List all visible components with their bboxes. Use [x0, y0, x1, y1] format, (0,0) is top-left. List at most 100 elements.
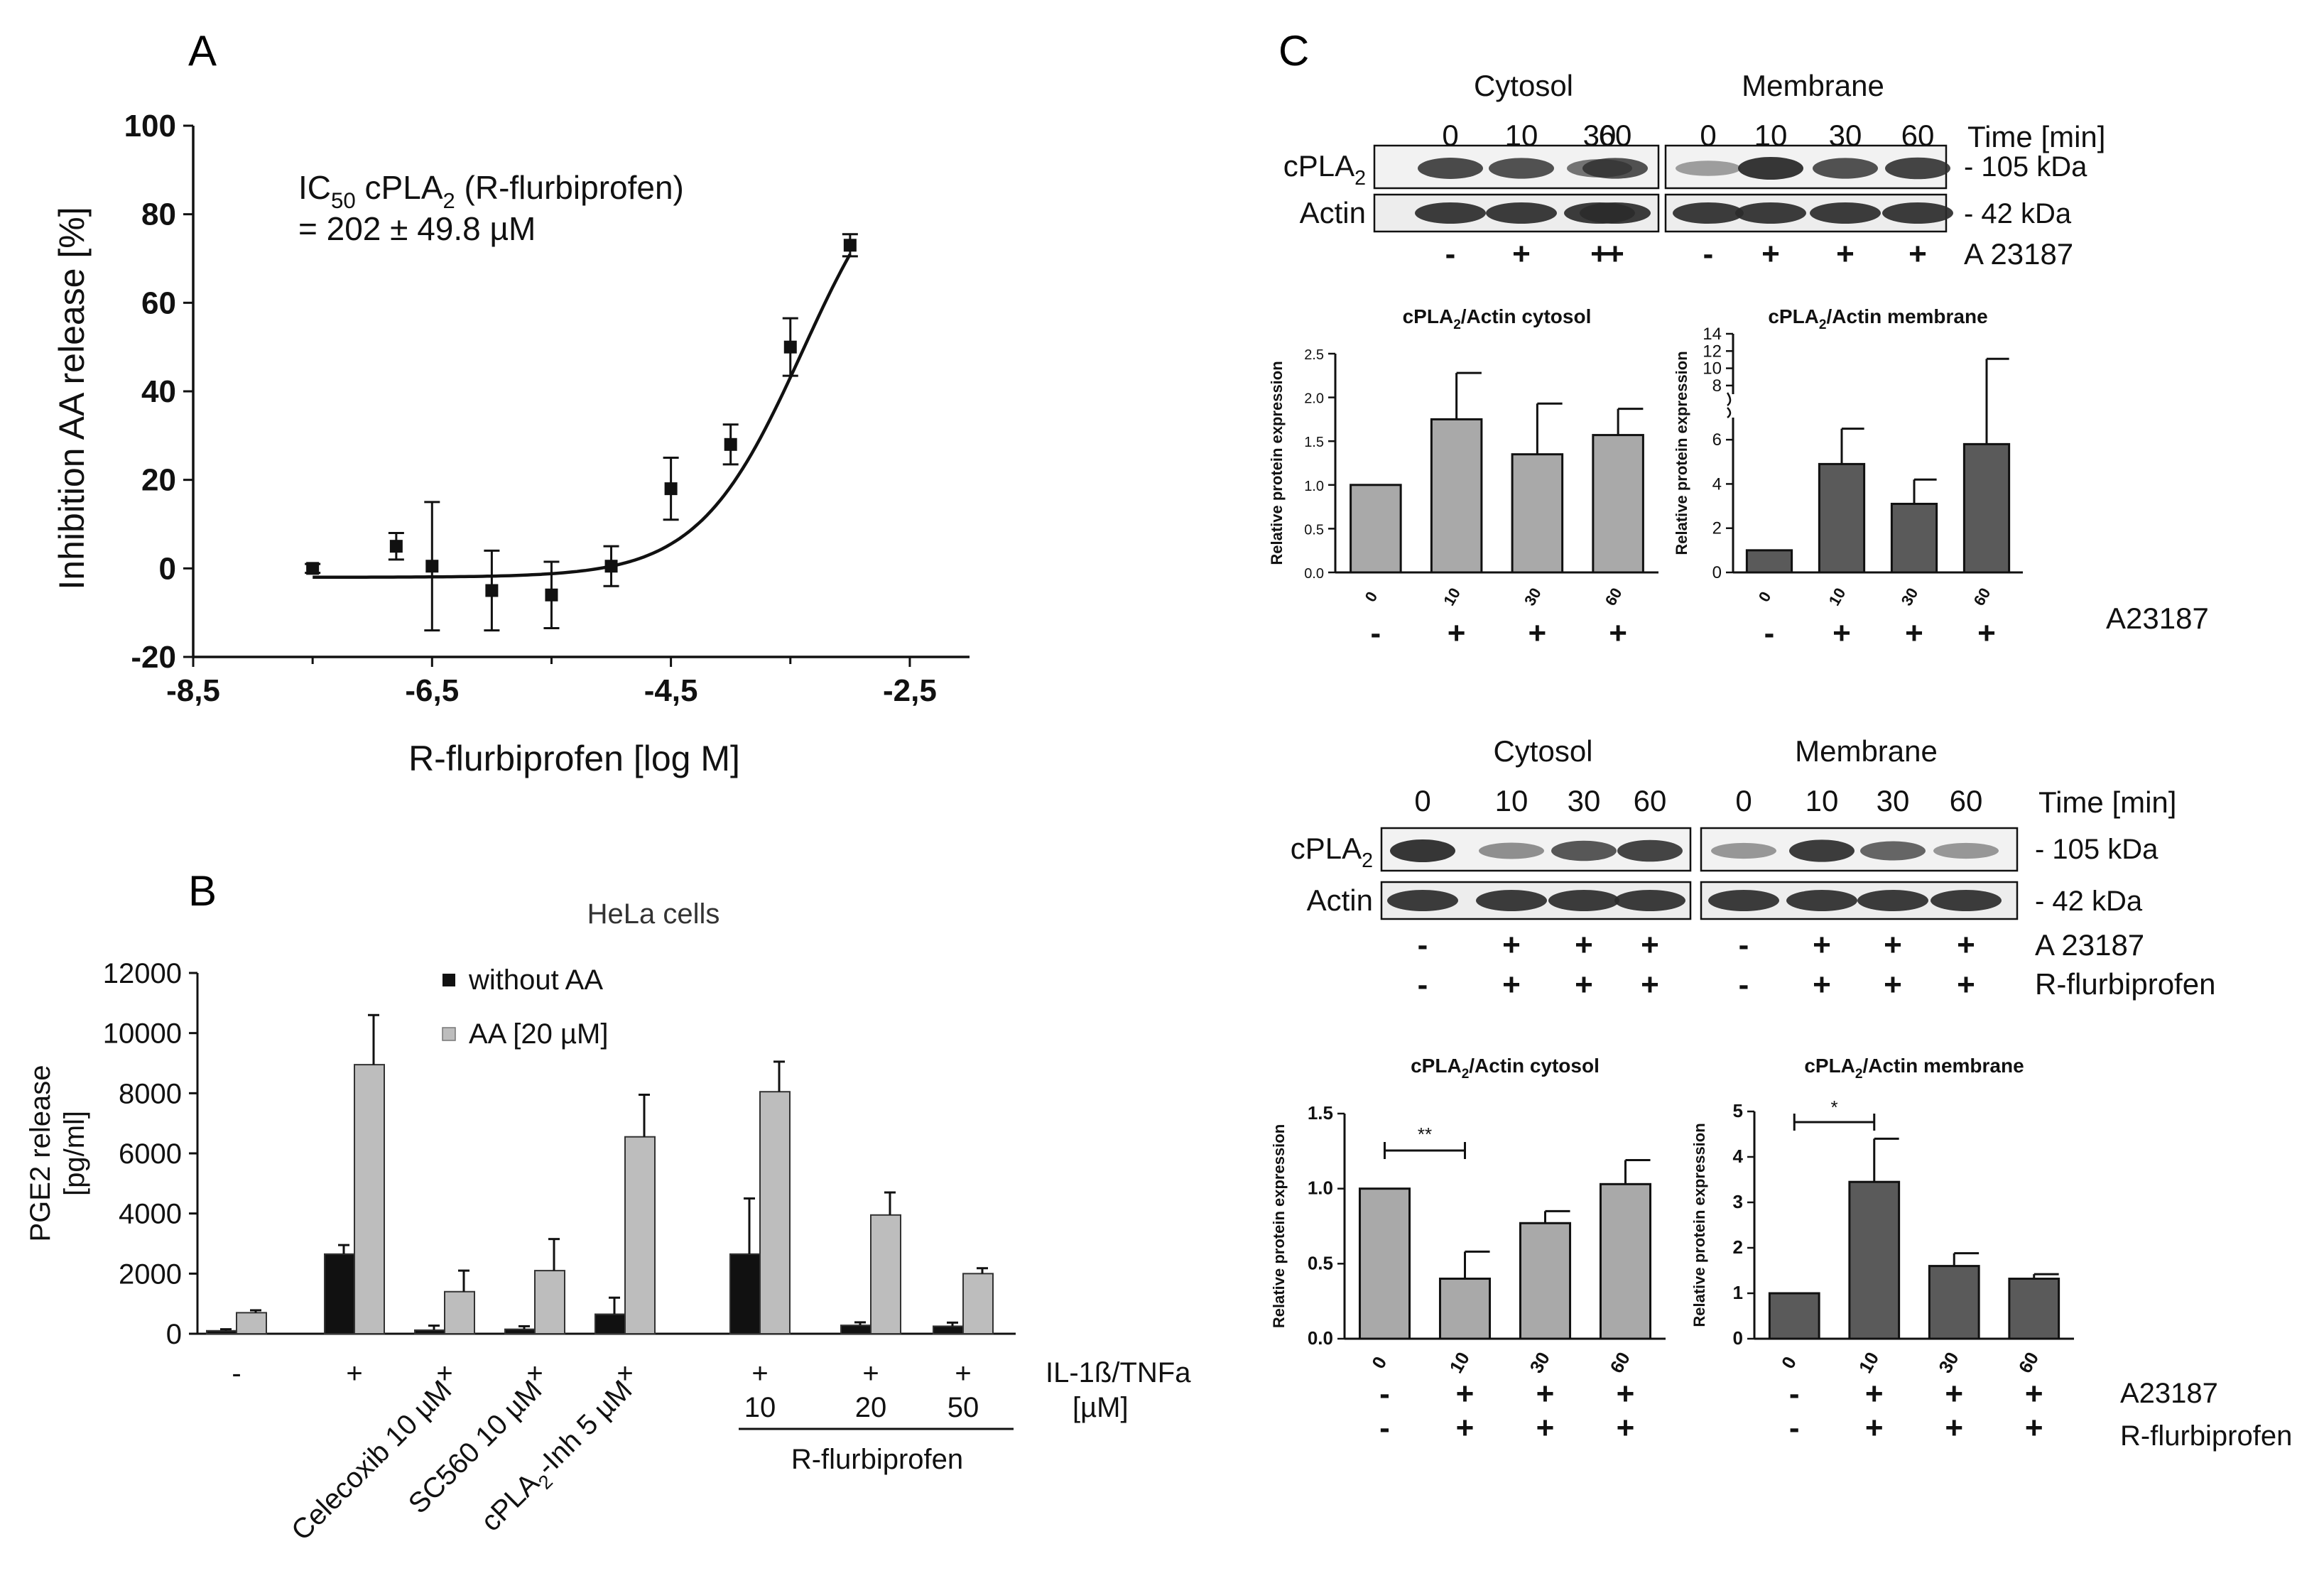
b-rotated-label: Celecoxib 10 µM	[286, 1374, 457, 1546]
blot-treatment-label-1: A 23187	[2035, 928, 2144, 962]
blot-cytosol-label: Cytosol	[1493, 734, 1592, 768]
blot-band-cpla2-cytosol	[1418, 158, 1483, 179]
c-bar	[1928, 1265, 1980, 1340]
c-chart-title-rest: /Actin membrane	[1827, 305, 1988, 327]
c-category-label: 30	[1525, 1348, 1553, 1376]
a-x-tick-label: -2,5	[883, 673, 937, 708]
blot-band-actin-membrane	[1735, 202, 1806, 224]
b-y-tick-label: 12000	[103, 958, 182, 989]
b-legend-swatch-aa	[442, 1027, 456, 1041]
b-stimulus-sign: +	[955, 1358, 971, 1389]
b-bar-aa	[444, 1290, 475, 1334]
c-y-tick-label: 1	[1733, 1282, 1743, 1303]
blot-timepoint-cytosol: 60	[1634, 784, 1667, 817]
c-y-tick-label: 2.0	[1304, 391, 1324, 407]
c-significance-label: *	[1830, 1097, 1837, 1118]
b-group-label: R-flurbiprofen	[791, 1444, 963, 1475]
c-sign-row1: +	[1945, 1376, 1963, 1411]
c-chart-title-subscript: 2	[1819, 317, 1827, 332]
b-bar-aa	[962, 1273, 994, 1335]
c-chart-title-rest: /Actin cytosol	[1469, 1055, 1600, 1077]
blot-timepoint-cytosol: 0	[1414, 784, 1430, 817]
a-annotation-line1-a-main: IC	[298, 169, 331, 206]
c-chart-title-subscript: 2	[1453, 317, 1461, 332]
b-y-tick-label: 8000	[119, 1078, 182, 1109]
a-data-point	[724, 437, 737, 451]
blot-row-label-actin: Actin	[1300, 196, 1366, 229]
c-y-tick-label: 6	[1712, 430, 1722, 450]
b-unit-label: [µM]	[1073, 1392, 1129, 1423]
b-bar-without-aa	[324, 1253, 355, 1334]
c-sign-row1: +	[1528, 616, 1547, 651]
blot-band-actin-membrane	[1931, 890, 2002, 911]
c-y-tick-label: 1.0	[1304, 479, 1324, 494]
c-y-tick-label: 12	[1703, 342, 1722, 361]
c-treatment-label: A23187	[2106, 602, 2209, 635]
blot-row-label-cpla2-main: cPLA	[1283, 149, 1354, 183]
b-bar-aa	[759, 1091, 791, 1334]
blot-timepoint-membrane: 60	[1950, 784, 1983, 817]
c-bar	[1962, 442, 2011, 574]
blot-sign-row2: +	[1575, 967, 1593, 1002]
blot-timepoint-membrane: 0	[1735, 784, 1752, 817]
c-category-label: 60	[1970, 584, 1994, 609]
c-y-axis-label: Relative protein expression	[1270, 1124, 1288, 1328]
c-sign-row1: +	[1905, 616, 1923, 651]
c-category-label: 60	[1605, 1348, 1634, 1376]
a-y-tick-label: 40	[141, 374, 176, 409]
b-y-axis-label-line1: PGE2 release	[25, 1065, 56, 1241]
blot-timepoint-cytosol: 0	[1442, 119, 1458, 152]
b-y-tick-label: 6000	[119, 1138, 182, 1170]
c-bar	[1350, 484, 1402, 574]
a-data-point	[664, 482, 678, 496]
c-sign-row1: +	[1617, 1376, 1635, 1411]
blot-row-label-actin: Actin	[1307, 883, 1373, 917]
blot-row-label-cpla2: cPLA2	[1283, 149, 1366, 190]
blot-sign-row1: +	[1590, 236, 1609, 271]
c-bar	[1430, 418, 1483, 574]
blot-band-actin-membrane	[1673, 202, 1744, 224]
blot-sign-row1: +	[1641, 928, 1659, 962]
c-y-tick-label: 0	[1733, 1327, 1743, 1349]
c-sign-row2: +	[1617, 1410, 1635, 1445]
b-dose-label: 10	[744, 1392, 776, 1423]
c-bar	[1511, 453, 1564, 574]
b-bar-without-aa	[504, 1328, 536, 1335]
b-bar-without-aa	[594, 1313, 626, 1334]
blot-sign-row1: +	[1813, 928, 1831, 962]
c-category-label: 0	[1367, 1353, 1391, 1373]
blot-treatment-label: A 23187	[1964, 237, 2073, 271]
blot-band-cpla2-cytosol	[1617, 839, 1683, 862]
panel-label-b: B	[188, 867, 217, 915]
c-y-tick-label: 5	[1733, 1100, 1743, 1121]
c-y-tick-label: 3	[1733, 1191, 1743, 1212]
c-sign-row1: +	[1456, 1376, 1475, 1411]
a-data-point	[425, 560, 439, 573]
b-stimulus-label: IL-1ß/TNFa	[1046, 1357, 1191, 1388]
blot-row-label-cpla2-subscript: 2	[1362, 849, 1373, 872]
a-data-point	[843, 239, 857, 252]
c-bar	[1519, 1222, 1572, 1340]
a-annotation-line1-a: IC50 cPLA2 (R-flurbiprofen)	[298, 169, 684, 213]
panel-c-western-blot-bottom: Cytosol Membrane 0 0 10 10 30 30 60 60 Time [min] c…	[1291, 734, 2216, 1002]
a-fit-curve	[313, 253, 852, 579]
blot-band-cpla2-cytosol	[1551, 840, 1617, 861]
c-y-tick-label: 1.5	[1304, 435, 1324, 450]
c-sign-row2: +	[1865, 1410, 1884, 1445]
b-bar-without-aa	[933, 1325, 964, 1334]
a-annotation-line1-a-rest: cPLA	[356, 169, 443, 206]
c-category-label: 10	[1855, 1348, 1883, 1376]
blot-timepoint-cytosol: 10	[1495, 784, 1528, 817]
blot-sign-row1: +	[1908, 236, 1927, 271]
blot-time-label: Time [min]	[2038, 785, 2176, 819]
c-treatment-label-1: A23187	[2120, 1378, 2218, 1409]
blot-sign-row1: -	[1445, 236, 1456, 271]
b-stimulus-sign: +	[346, 1358, 362, 1389]
c-y-tick-label: 0.0	[1304, 566, 1324, 582]
blot-treatment-label-2: R-flurbiprofen	[2035, 967, 2215, 1001]
c-category-label: 60	[1602, 584, 1626, 609]
b-bar-aa	[236, 1312, 267, 1335]
panel-label-a: A	[188, 27, 217, 75]
